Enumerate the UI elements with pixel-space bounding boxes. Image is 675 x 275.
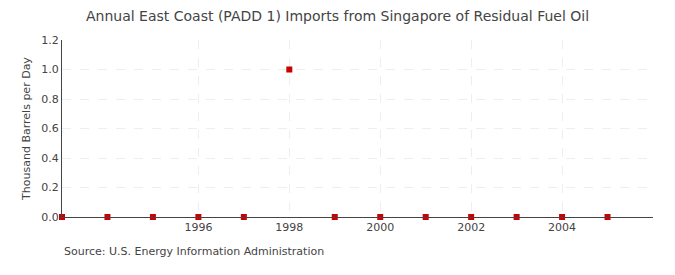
svg-text:Source: U.S. Energy Informatio: Source: U.S. Energy Information Administ… (64, 245, 324, 258)
svg-text:0.8: 0.8 (41, 93, 59, 106)
svg-text:2004: 2004 (548, 221, 576, 234)
svg-text:0.4: 0.4 (41, 152, 59, 165)
svg-text:1.2: 1.2 (41, 34, 59, 47)
svg-text:2002: 2002 (457, 221, 485, 234)
svg-text:0.2: 0.2 (41, 181, 59, 194)
svg-text:Annual East Coast (PADD 1) Imp: Annual East Coast (PADD 1) Imports from … (86, 8, 589, 24)
svg-text:1.0: 1.0 (41, 63, 59, 76)
svg-text:1996: 1996 (184, 221, 212, 234)
svg-text:2000: 2000 (366, 221, 394, 234)
svg-text:0.6: 0.6 (41, 122, 59, 135)
svg-text:Thousand Barrels per Day: Thousand Barrels per Day (20, 57, 33, 201)
svg-text:0.0: 0.0 (41, 211, 59, 224)
svg-text:1998: 1998 (275, 221, 303, 234)
